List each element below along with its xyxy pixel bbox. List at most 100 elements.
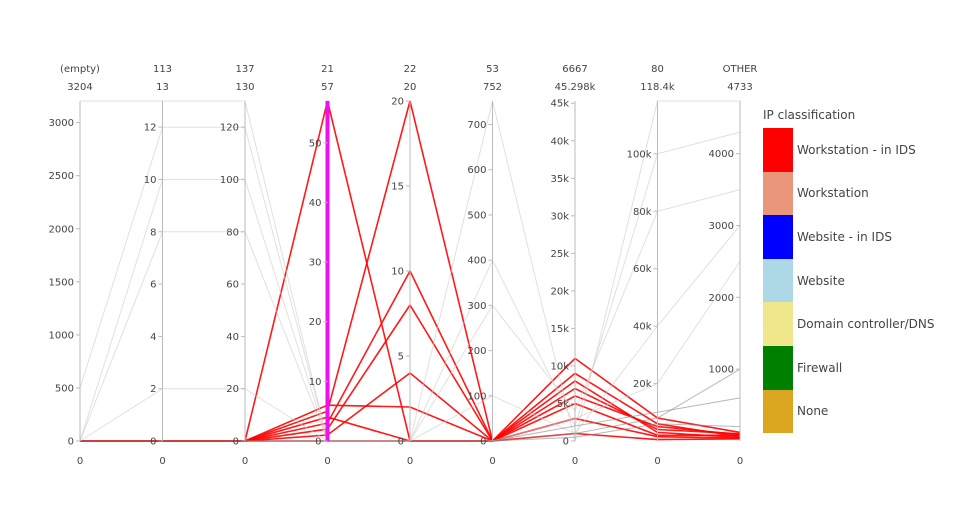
tick-label: 4000 bbox=[709, 149, 734, 160]
tick-label: 30 bbox=[309, 258, 322, 269]
tick-label: 50 bbox=[309, 138, 322, 149]
tick-label: 10k bbox=[550, 361, 569, 372]
axis-1[interactable]: 0 2 4 6 8 10 12 113 13 0 bbox=[144, 64, 172, 467]
tick-label: 5 bbox=[398, 352, 404, 363]
tick-label: 4 bbox=[150, 332, 156, 343]
axis-min-label: 0 bbox=[77, 456, 83, 467]
tick-label: 20 bbox=[309, 317, 322, 328]
legend-item[interactable]: Firewall bbox=[763, 345, 953, 390]
axis-title: 80 bbox=[651, 64, 664, 75]
axis-5[interactable]: 0 100 200 300 400 500 600 700 53 752 0 bbox=[467, 64, 502, 467]
tick-label: 0 bbox=[563, 437, 569, 448]
tick-label: 100k bbox=[627, 149, 652, 160]
tick-label: 6 bbox=[150, 280, 156, 291]
tick-label: 80 bbox=[226, 227, 239, 238]
legend-item[interactable]: Workstation - in IDS bbox=[763, 128, 953, 172]
axis-4[interactable]: 0 5 10 15 20 22 20 0 bbox=[391, 64, 416, 467]
tick-label: 15k bbox=[550, 324, 569, 335]
legend-item[interactable]: Website - in IDS bbox=[763, 215, 953, 259]
legend-item[interactable]: None bbox=[763, 389, 953, 434]
tick-label: 1000 bbox=[49, 330, 74, 341]
tick-label: 1000 bbox=[709, 365, 734, 376]
tick-label: 20k bbox=[633, 379, 652, 390]
axis-min-label: 0 bbox=[489, 456, 495, 467]
tick-label: 300 bbox=[467, 301, 486, 312]
legend-item[interactable]: Workstation bbox=[763, 171, 953, 216]
axes: 050010001500200025003000(empty)320400246… bbox=[49, 64, 758, 467]
axis-7[interactable]: 20k 40k 60k 80k 100k 80 118.4k 0 bbox=[627, 64, 675, 467]
tick-label: 2 bbox=[150, 384, 156, 395]
axis-title: OTHER bbox=[723, 64, 758, 75]
legend-label: Workstation bbox=[797, 186, 869, 201]
tick-label: 12 bbox=[144, 123, 157, 134]
axis-0[interactable]: 0 500 1000 1500 2000 2500 3000 (empty) 3204 0 bbox=[49, 64, 100, 467]
tick-label: 500 bbox=[55, 383, 74, 394]
legend-item[interactable]: Website bbox=[763, 258, 953, 303]
legend-label: Domain controller/DNS bbox=[797, 317, 935, 332]
tick-label: 40k bbox=[550, 136, 569, 147]
tick-label: 10 bbox=[309, 377, 322, 388]
legend-item[interactable]: Domain controller/DNS bbox=[763, 302, 953, 346]
legend-swatch bbox=[763, 345, 793, 390]
axis-title: 113 bbox=[153, 64, 172, 75]
legend: IP classification Workstation - in IDS Wo… bbox=[763, 108, 953, 434]
legend-swatch bbox=[763, 389, 793, 434]
axis-2[interactable]: 0 20 40 60 80 100 120 137 130 0 bbox=[220, 64, 255, 467]
tick-label: 8 bbox=[150, 227, 156, 238]
axis-max-label: 57 bbox=[321, 82, 334, 93]
legend-label: None bbox=[797, 404, 829, 419]
legend-title: IP classification bbox=[763, 108, 856, 122]
tick-label: 120 bbox=[220, 123, 239, 134]
tick-label: 0 bbox=[68, 437, 74, 448]
tick-label: 35k bbox=[550, 174, 569, 185]
tick-label: 500 bbox=[467, 210, 486, 221]
tick-label: 30k bbox=[550, 211, 569, 222]
tick-label: 3000 bbox=[49, 118, 74, 129]
legend-items: Workstation - in IDS Workstation Website -… bbox=[763, 128, 953, 434]
axis-title: 137 bbox=[235, 64, 254, 75]
tick-label: 400 bbox=[467, 256, 486, 267]
tick-label: 80k bbox=[633, 207, 652, 218]
legend-label: Workstation - in IDS bbox=[797, 142, 916, 157]
axis-title: (empty) bbox=[60, 64, 100, 75]
axis-max-label: 20 bbox=[404, 82, 417, 93]
tick-label: 100 bbox=[220, 175, 239, 186]
axis-6[interactable]: 0 5k 10k 15k 20k 25k 30k 35k 40k 45k 6667 45.298k 0 bbox=[550, 64, 595, 467]
tick-label: 0 bbox=[233, 437, 239, 448]
legend-swatch bbox=[763, 302, 793, 346]
axis-min-label: 0 bbox=[654, 456, 660, 467]
tick-label: 20 bbox=[226, 384, 239, 395]
tick-label: 5k bbox=[557, 399, 569, 410]
tick-label: 700 bbox=[467, 120, 486, 131]
tick-label: 60 bbox=[226, 280, 239, 291]
legend-label: Website - in IDS bbox=[797, 229, 892, 244]
axis-max-label: 45.298k bbox=[555, 82, 596, 93]
tick-label: 10 bbox=[391, 267, 404, 278]
tick-label: 3000 bbox=[709, 221, 734, 232]
tick-label: 40 bbox=[226, 332, 239, 343]
axis-min-label: 0 bbox=[159, 456, 165, 467]
axis-8[interactable]: 1000 2000 3000 4000 OTHER 4733 0 bbox=[709, 64, 758, 467]
tick-label: 25k bbox=[550, 249, 569, 260]
tick-label: 20k bbox=[550, 286, 569, 297]
legend-label: Website bbox=[797, 273, 845, 288]
axis-min-label: 0 bbox=[324, 456, 330, 467]
tick-label: 10 bbox=[144, 175, 157, 186]
legend-label: Firewall bbox=[797, 360, 843, 375]
axis-min-label: 0 bbox=[242, 456, 248, 467]
tick-label: 1500 bbox=[49, 277, 74, 288]
axis-max-label: 3204 bbox=[67, 82, 92, 93]
tick-label: 0 bbox=[480, 437, 486, 448]
axis-min-label: 0 bbox=[407, 456, 413, 467]
tick-label: 40 bbox=[309, 198, 322, 209]
legend-swatch bbox=[763, 215, 793, 259]
legend-swatch bbox=[763, 258, 793, 303]
legend-swatch bbox=[763, 171, 793, 216]
tick-label: 100 bbox=[467, 391, 486, 402]
tick-label: 15 bbox=[391, 182, 404, 193]
axis-3[interactable]: 0 10 20 30 40 50 21 57 0 bbox=[309, 64, 334, 467]
axis-min-label: 0 bbox=[737, 456, 743, 467]
tick-label: 200 bbox=[467, 346, 486, 357]
axis-max-label: 752 bbox=[483, 82, 502, 93]
